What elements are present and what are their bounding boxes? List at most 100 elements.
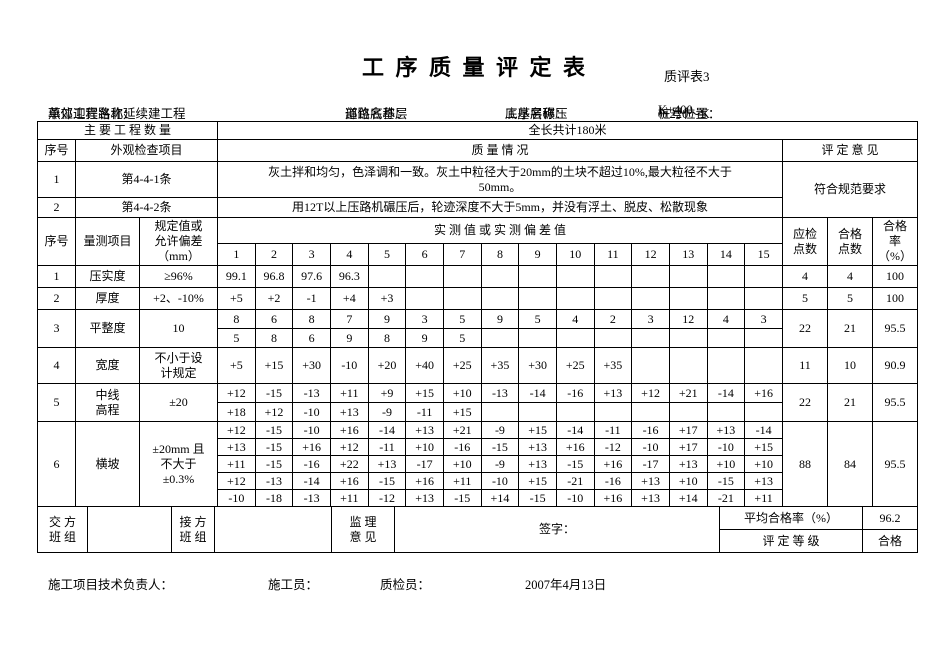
measure-value-cell: +18 bbox=[217, 402, 256, 422]
visual-row-2: 2 第4-4-2条 用12T以上压路机碾压后，轮迹深度不大于5mm，并没有浮土、… bbox=[37, 197, 918, 218]
measure-value-cell: -9 bbox=[480, 421, 520, 439]
summary-value-cell: 全长共计180米 bbox=[217, 121, 918, 140]
measure-value-cell bbox=[518, 402, 557, 422]
measure-value-cell: 9 bbox=[329, 328, 369, 348]
summary-row: 主 要 工 程 数 量 全长共计180米 bbox=[36, 121, 918, 140]
process-name-label: 工序名称： bbox=[505, 107, 568, 121]
measure-row: 6 横坡 ±20mm 且 不大于 ±0.3% +12 -15 -10 +16 -14 +13 +2… bbox=[37, 421, 919, 507]
station-mid: +220～K bbox=[662, 107, 710, 121]
evaluation-form: 主 要 工 程 数 量 全长共计180米 序号 外观检查项目 质 量 情 况 评… bbox=[36, 121, 919, 553]
measure-value-cell: +4 bbox=[329, 287, 369, 310]
measure-value-cell bbox=[706, 265, 746, 288]
summary-label-cell: 主 要 工 程 数 量 bbox=[36, 121, 219, 140]
measure-value-cell bbox=[744, 328, 783, 348]
measure-seq-cell: 4 bbox=[37, 347, 76, 384]
measure-value-cell: -14 bbox=[292, 472, 331, 490]
measure-value-cell: +14 bbox=[480, 489, 520, 507]
measure-value-cell bbox=[555, 328, 595, 348]
measure-value-cell: +5 bbox=[217, 287, 256, 310]
receiver-group-label: 接 方 班 组 bbox=[171, 506, 215, 553]
measure-value-cell bbox=[706, 287, 746, 310]
col-number: 6 bbox=[405, 243, 444, 266]
measure-value-cell: -15 bbox=[480, 438, 520, 456]
measure-value-cell: +11 bbox=[217, 455, 256, 473]
measure-value-cell bbox=[706, 328, 746, 348]
measure-value-cell bbox=[668, 402, 708, 422]
measure-value-cell: 9 bbox=[367, 309, 407, 329]
measure-value-cell: 3 bbox=[631, 309, 670, 329]
measure-value-cell: 9 bbox=[480, 309, 520, 329]
measure-value-cell: +16 bbox=[329, 472, 369, 490]
signoff-row-1: 交 方 班 组 接 方 班 组 监 理 意 见 签字： 平均合格率（%） 96.… bbox=[37, 506, 918, 553]
receiver-group-fill bbox=[214, 506, 332, 553]
measure-value-cell bbox=[631, 402, 670, 422]
measure-value-cell: +22 bbox=[329, 455, 369, 473]
measure-value-cell: +15 bbox=[405, 383, 444, 403]
measure-value-cell: 97.6 bbox=[292, 265, 331, 288]
main-table: 主 要 工 程 数 量 全长共计180米 序号 外观检查项目 质 量 情 况 评… bbox=[36, 121, 919, 507]
measure-value-cell: 6 bbox=[292, 328, 331, 348]
measure-value-cell: +13 bbox=[367, 455, 407, 473]
points-cell: 88 bbox=[781, 421, 828, 507]
measure-value-cell: +5 bbox=[217, 347, 256, 384]
rate-cell: 90.9 bbox=[871, 347, 919, 384]
measure-spec-cell: 10 bbox=[138, 309, 219, 348]
measure-value-cell: +13 bbox=[518, 438, 557, 456]
measure-value-cell bbox=[631, 287, 670, 310]
measure-value-cell: 5 bbox=[442, 328, 482, 348]
measure-spec-cell: 不小于设 计规定 bbox=[138, 347, 219, 384]
measure-row: 4 宽度 不小于设 计规定 +5 +15 +30 -10 +20 +40 +25 +35 +30 +25… bbox=[37, 347, 919, 384]
visual-item-header: 外观检查项目 bbox=[74, 139, 219, 162]
visual-item-cell: 第4-4-1条 bbox=[74, 161, 219, 198]
measure-value-cell: +11 bbox=[329, 383, 369, 403]
measure-item-cell: 中线 高程 bbox=[75, 383, 140, 422]
measure-value-cell: -10 bbox=[706, 438, 746, 456]
measure-value-cell bbox=[442, 287, 482, 310]
measure-value-cell: -17 bbox=[631, 455, 670, 473]
measure-value-cell bbox=[668, 328, 708, 348]
measure-value-cell: -13 bbox=[292, 489, 331, 507]
measure-value-cell: -18 bbox=[254, 489, 294, 507]
measure-row: -10 -18 -13 +11 -12 +13 -15 +14 -15 -10 +16 +13 +14-… bbox=[38, 489, 918, 507]
measure-value-cell: +16 bbox=[405, 472, 444, 490]
measure-value-cell: +13 bbox=[706, 421, 746, 439]
opinion-cell: 符合规范要求 bbox=[781, 161, 919, 218]
measure-spec-cell: ±20mm 且 不大于 ±0.3% bbox=[138, 421, 219, 507]
measure-value-cell: +17 bbox=[668, 421, 708, 439]
measure-value-cell: -14 bbox=[367, 421, 407, 439]
measure-value-cell: -21 bbox=[706, 489, 746, 507]
measure-value-cell bbox=[405, 265, 444, 288]
measure-value-cell: -9 bbox=[480, 455, 520, 473]
pass-cell: 21 bbox=[826, 383, 873, 422]
col-number: 8 bbox=[480, 243, 520, 266]
rate-cell: 95.5 bbox=[871, 309, 919, 348]
measure-value-cell bbox=[744, 347, 783, 384]
grade-value: 合格 bbox=[862, 529, 918, 553]
measure-value-cell: +13 bbox=[217, 438, 256, 456]
pass-cell: 5 bbox=[826, 287, 873, 310]
measure-value-cell bbox=[518, 265, 557, 288]
col-number: 14 bbox=[706, 243, 746, 266]
measure-value-cell: +10 bbox=[744, 455, 783, 473]
measure-value-cell: -15 bbox=[518, 489, 557, 507]
measure-value-cell: -10 bbox=[292, 421, 331, 439]
measure-seq-cell: 1 bbox=[37, 265, 76, 288]
measure-row: +18 +12 -10 +13 -9 -11 +15 bbox=[38, 402, 918, 422]
measure-value-cell bbox=[631, 328, 670, 348]
process-name-value: 底基层碾压 bbox=[505, 107, 568, 121]
col-number: 3 bbox=[292, 243, 331, 266]
station-sub: 0 bbox=[662, 109, 668, 120]
pass-header: 合格 点数 bbox=[826, 217, 873, 266]
measure-header-row: 序号 量测项目 规定值或 允许偏差 （mm） 实 测 值 或 实 测 偏 差 值… bbox=[37, 217, 919, 266]
measure-value-cell: -16 bbox=[442, 438, 482, 456]
measure-value-cell: -14 bbox=[518, 383, 557, 403]
measure-value-cell bbox=[367, 265, 407, 288]
measure-value-cell: 2 bbox=[593, 309, 633, 329]
col-number: 2 bbox=[254, 243, 294, 266]
col-number: 9 bbox=[518, 243, 557, 266]
measure-value-cell: +11 bbox=[442, 472, 482, 490]
measure-value-cell: +11 bbox=[744, 489, 783, 507]
measure-value-cell: +13 bbox=[631, 472, 670, 490]
visual-seq-cell: 2 bbox=[37, 197, 76, 218]
